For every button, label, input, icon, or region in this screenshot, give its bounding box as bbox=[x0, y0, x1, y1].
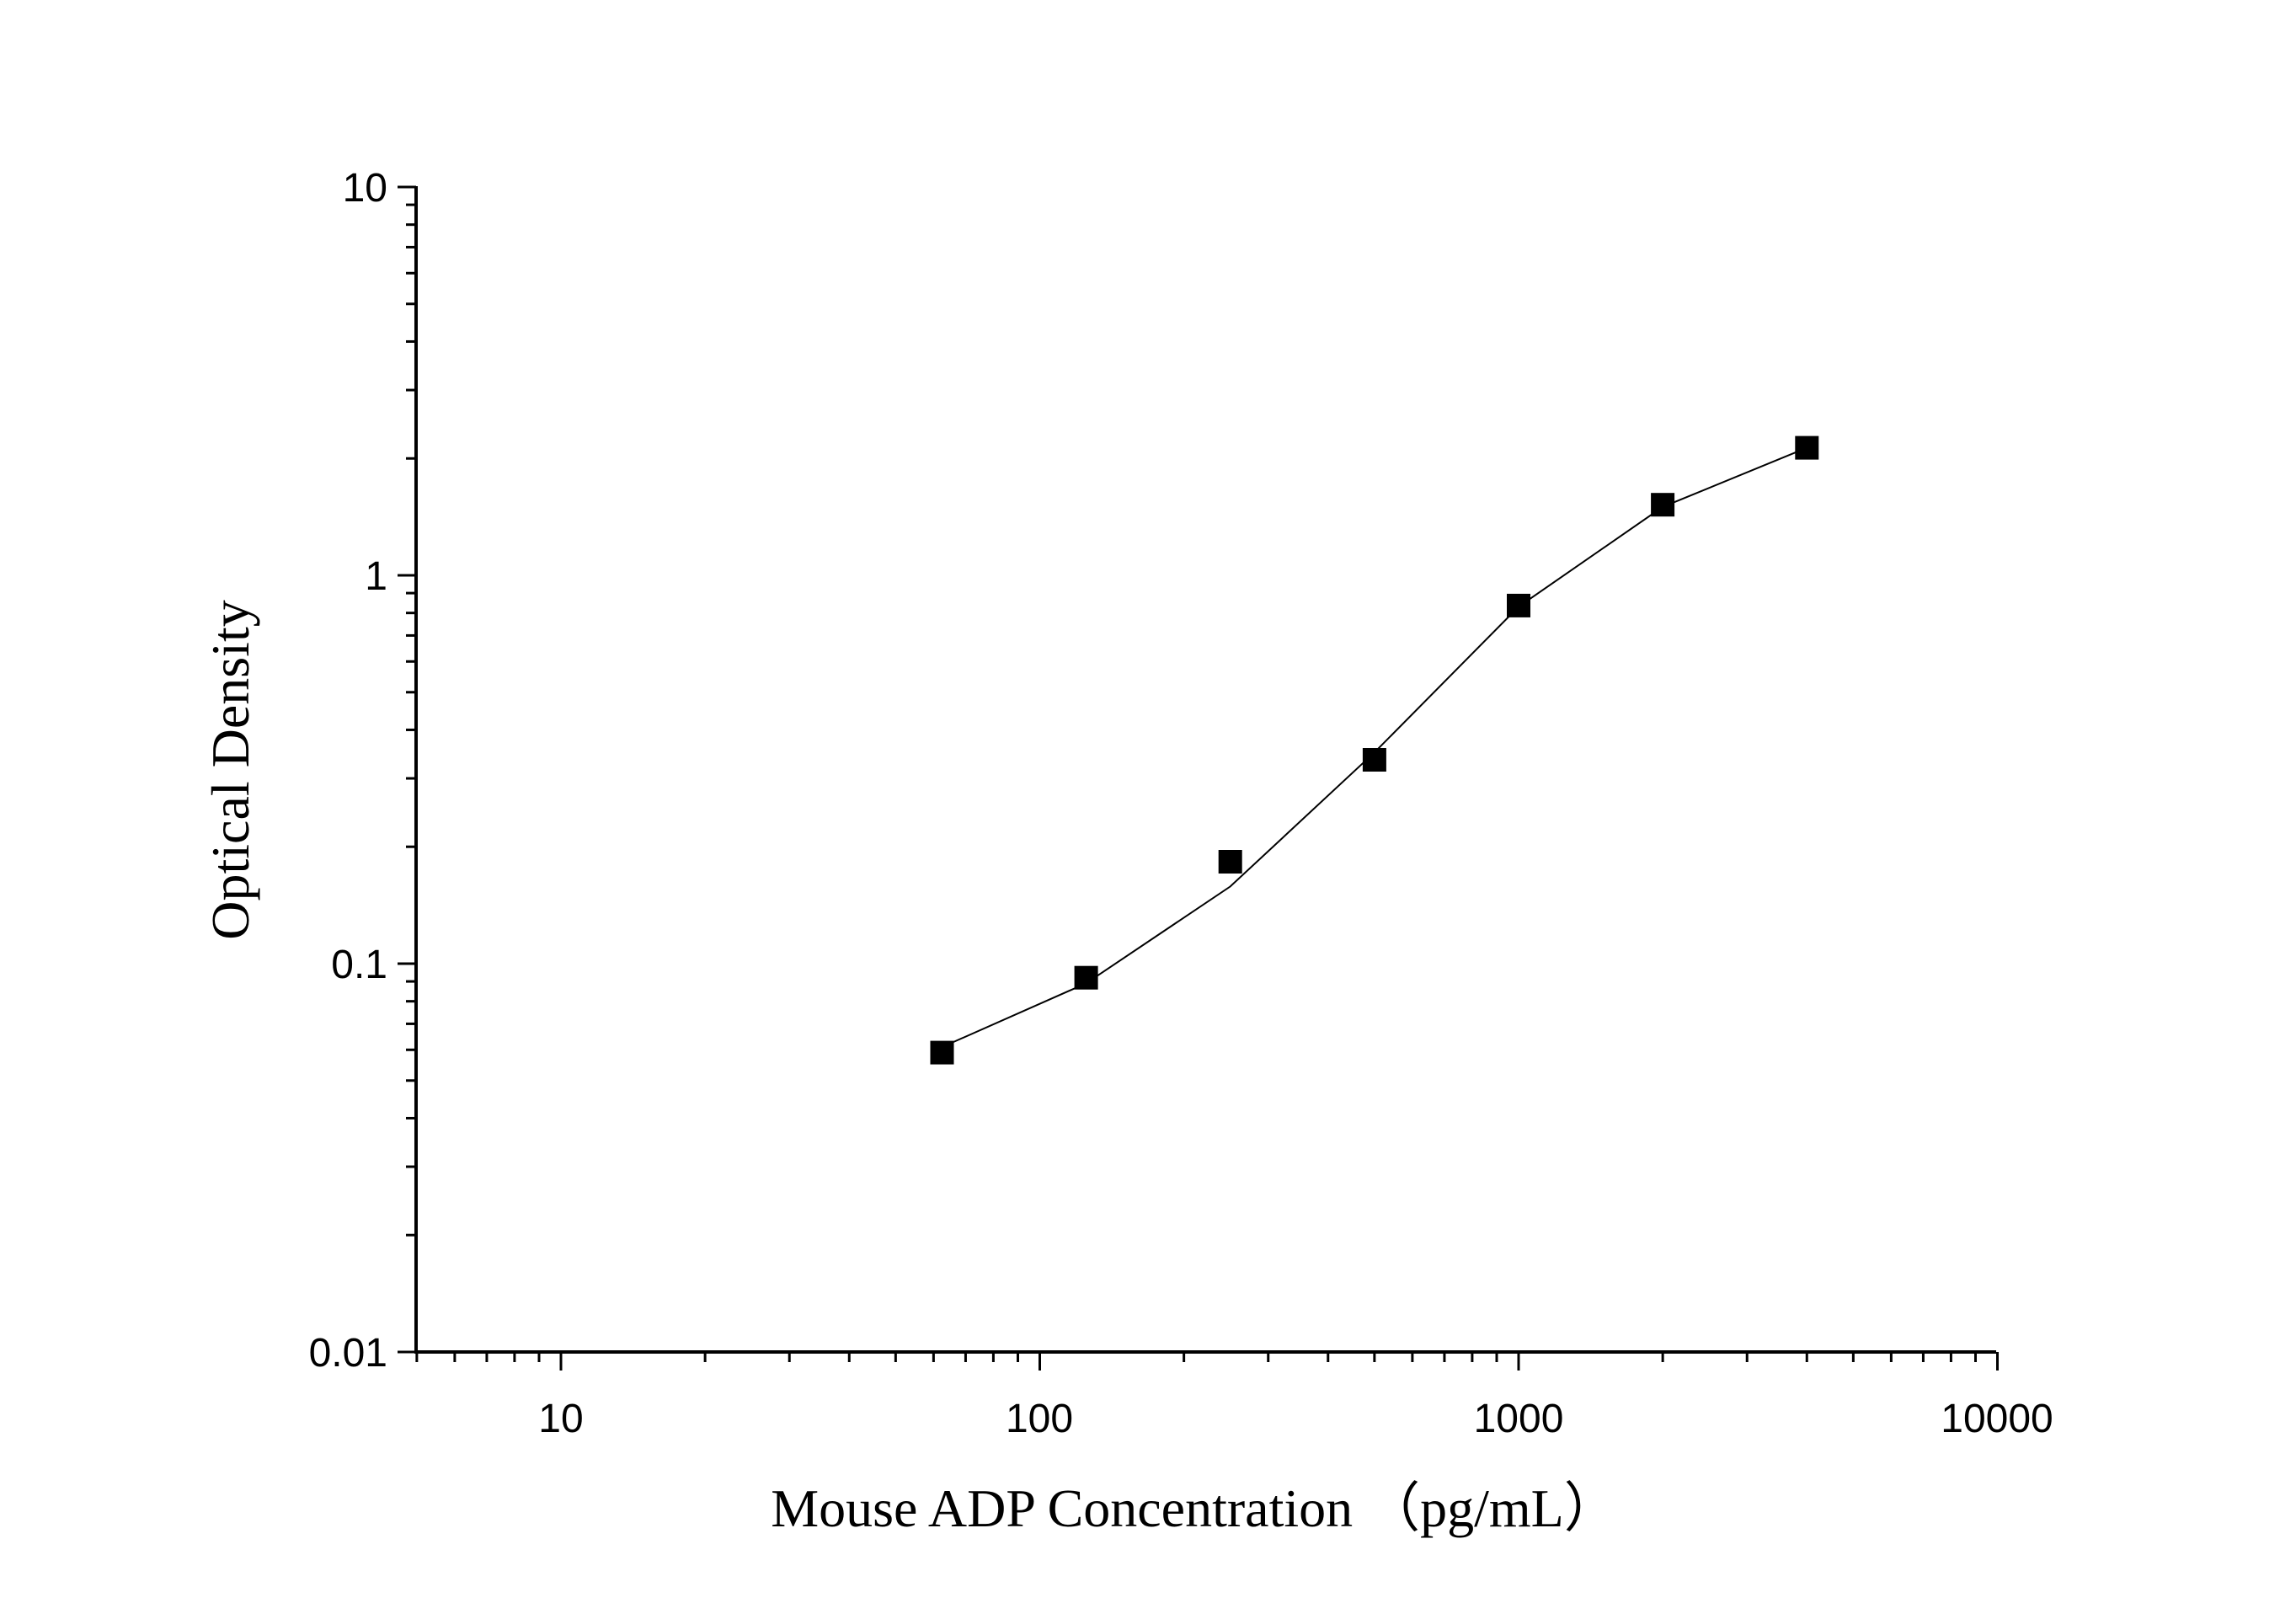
y-tick-label: 10 bbox=[343, 166, 387, 211]
x-tick-label: 1000 bbox=[1474, 1397, 1564, 1441]
major-ticks bbox=[398, 185, 1999, 1371]
data-point bbox=[1795, 435, 1819, 460]
y-tick-label: 1 bbox=[365, 554, 387, 599]
data-point bbox=[930, 1040, 954, 1065]
y-tick-label: 0.01 bbox=[309, 1331, 387, 1376]
data-point bbox=[1362, 748, 1386, 772]
x-tick-label: 10000 bbox=[1941, 1397, 2053, 1441]
x-tick-label: 100 bbox=[1006, 1397, 1073, 1441]
data-point bbox=[1507, 593, 1530, 617]
x-axis-title: Mouse ADP Concentration （pg/mL） bbox=[771, 1478, 1618, 1538]
data-point bbox=[1074, 965, 1098, 990]
x-tick-label: 10 bbox=[538, 1397, 583, 1441]
fit-curve-line bbox=[942, 446, 1807, 1048]
y-tick-label: 0.1 bbox=[331, 943, 387, 987]
data-point bbox=[1218, 850, 1242, 874]
data-points bbox=[930, 435, 1819, 1065]
y-axis-title: Optical Density bbox=[200, 600, 260, 939]
data-point bbox=[1651, 493, 1675, 517]
minor-ticks bbox=[406, 203, 1977, 1362]
